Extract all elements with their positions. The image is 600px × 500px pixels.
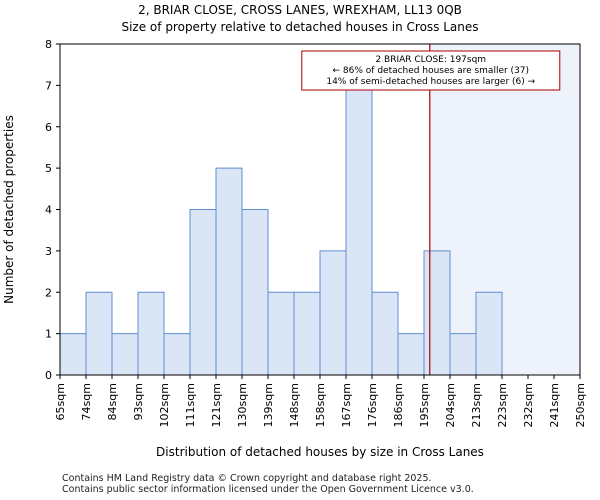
x-axis-label: Distribution of detached houses by size … [156,445,484,459]
annotation-line: 14% of semi-detached houses are larger (… [326,77,535,87]
x-tick-label: 195sqm [418,383,431,427]
histogram-bar [85,291,113,376]
x-tick-label: 65sqm [54,383,67,420]
x-tick-label: 204sqm [444,383,457,427]
annotation-line: 2 BRIAR CLOSE: 197sqm [375,55,486,65]
histogram-bar [449,333,477,376]
histogram-bar [241,209,269,376]
footer-licence: Contains public sector information licen… [62,484,474,495]
histogram-bar [293,291,321,376]
histogram-bar [371,291,399,376]
y-tick-label: 3 [45,245,52,258]
x-tick-label: 232sqm [522,383,535,427]
y-tick-label: 5 [45,162,52,175]
histogram-bar [345,84,373,376]
footer-copyright: Contains HM Land Registry data © Crown c… [62,473,432,484]
y-tick-label: 1 [45,328,52,341]
histogram-bar [475,291,503,376]
y-tick-label: 4 [45,204,52,217]
x-tick-label: 93sqm [132,383,145,420]
x-tick-label: 176sqm [366,383,379,427]
x-tick-label: 84sqm [106,383,119,420]
y-tick-label: 6 [45,121,52,134]
histogram-bar [137,291,165,376]
x-tick-label: 139sqm [262,383,275,427]
x-tick-label: 213sqm [470,383,483,427]
histogram-bar [111,333,139,376]
y-tick-label: 0 [45,369,52,382]
x-tick-label: 74sqm [80,383,93,420]
histogram-bar [215,167,243,376]
x-tick-label: 241sqm [548,383,561,427]
histogram-bar [189,209,217,376]
chart-title: 2, BRIAR CLOSE, CROSS LANES, WREXHAM, LL… [138,3,462,17]
histogram-bar [397,333,425,376]
histogram-bar [267,291,295,376]
x-tick-label: 223sqm [496,383,509,427]
histogram-bar [423,250,451,376]
chart-subtitle: Size of property relative to detached ho… [121,20,479,34]
y-tick-label: 8 [45,38,52,51]
x-tick-label: 250sqm [574,383,587,427]
x-tick-label: 148sqm [288,383,301,427]
histogram-chart: 0 1 2 3 4 5 6 7 8 65sqm 74sqm 84sqm 93sqm 102sqm 111sq… [2,38,587,459]
x-tick-label: 111sqm [184,383,197,427]
x-tick-label: 102sqm [158,383,171,427]
x-tick-label: 130sqm [236,383,249,427]
y-tick-label: 2 [45,286,52,299]
histogram-bar [163,333,191,376]
histogram-bar [319,250,347,376]
x-tick-label: 167sqm [340,383,353,427]
highlight-region [429,44,580,375]
histogram-bar [59,333,87,376]
y-tick-label: 7 [45,79,52,92]
x-tick-label: 186sqm [392,383,405,427]
x-tick-label: 158sqm [314,383,327,427]
y-axis-label: Number of detached properties [2,115,16,304]
annotation-line: ← 86% of detached houses are smaller (37… [333,66,530,76]
x-tick-label: 121sqm [210,383,223,427]
annotation-box [301,50,561,91]
